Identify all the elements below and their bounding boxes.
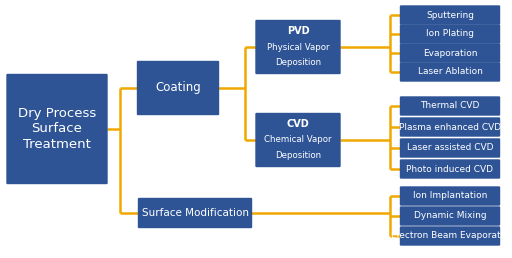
Text: Deposition: Deposition	[275, 58, 321, 67]
FancyBboxPatch shape	[400, 117, 500, 137]
FancyBboxPatch shape	[400, 43, 500, 63]
Text: Physical Vapor: Physical Vapor	[267, 43, 329, 52]
Text: PVD: PVD	[287, 26, 309, 36]
Text: Electron Beam Evaporator: Electron Beam Evaporator	[391, 231, 509, 240]
Text: Surface Modification: Surface Modification	[141, 208, 248, 218]
Text: Ion Plating: Ion Plating	[426, 29, 474, 38]
Text: Photo induced CVD: Photo induced CVD	[407, 165, 494, 173]
FancyBboxPatch shape	[400, 24, 500, 44]
Text: CVD: CVD	[287, 119, 309, 129]
FancyBboxPatch shape	[400, 226, 500, 246]
Text: Chemical Vapor: Chemical Vapor	[264, 135, 332, 144]
Text: Laser Ablation: Laser Ablation	[418, 68, 482, 77]
Text: Evaporation: Evaporation	[423, 49, 477, 58]
Text: Plasma enhanced CVD: Plasma enhanced CVD	[399, 123, 501, 132]
FancyBboxPatch shape	[255, 113, 340, 167]
Text: Deposition: Deposition	[275, 151, 321, 160]
Text: Sputtering: Sputtering	[426, 11, 474, 20]
FancyBboxPatch shape	[137, 61, 219, 115]
FancyBboxPatch shape	[400, 62, 500, 82]
FancyBboxPatch shape	[400, 96, 500, 116]
Text: Dry Process
Surface
Treatment: Dry Process Surface Treatment	[18, 107, 96, 151]
Text: Thermal CVD: Thermal CVD	[420, 101, 480, 110]
FancyBboxPatch shape	[6, 74, 108, 184]
Text: Ion Implantation: Ion Implantation	[413, 191, 487, 200]
FancyBboxPatch shape	[400, 206, 500, 226]
FancyBboxPatch shape	[400, 186, 500, 206]
FancyBboxPatch shape	[400, 138, 500, 158]
FancyBboxPatch shape	[400, 159, 500, 179]
FancyBboxPatch shape	[400, 5, 500, 25]
Text: Dynamic Mixing: Dynamic Mixing	[414, 212, 486, 221]
Text: Coating: Coating	[155, 82, 201, 94]
Text: Laser assisted CVD: Laser assisted CVD	[407, 143, 493, 152]
FancyBboxPatch shape	[255, 20, 340, 74]
FancyBboxPatch shape	[138, 198, 252, 228]
